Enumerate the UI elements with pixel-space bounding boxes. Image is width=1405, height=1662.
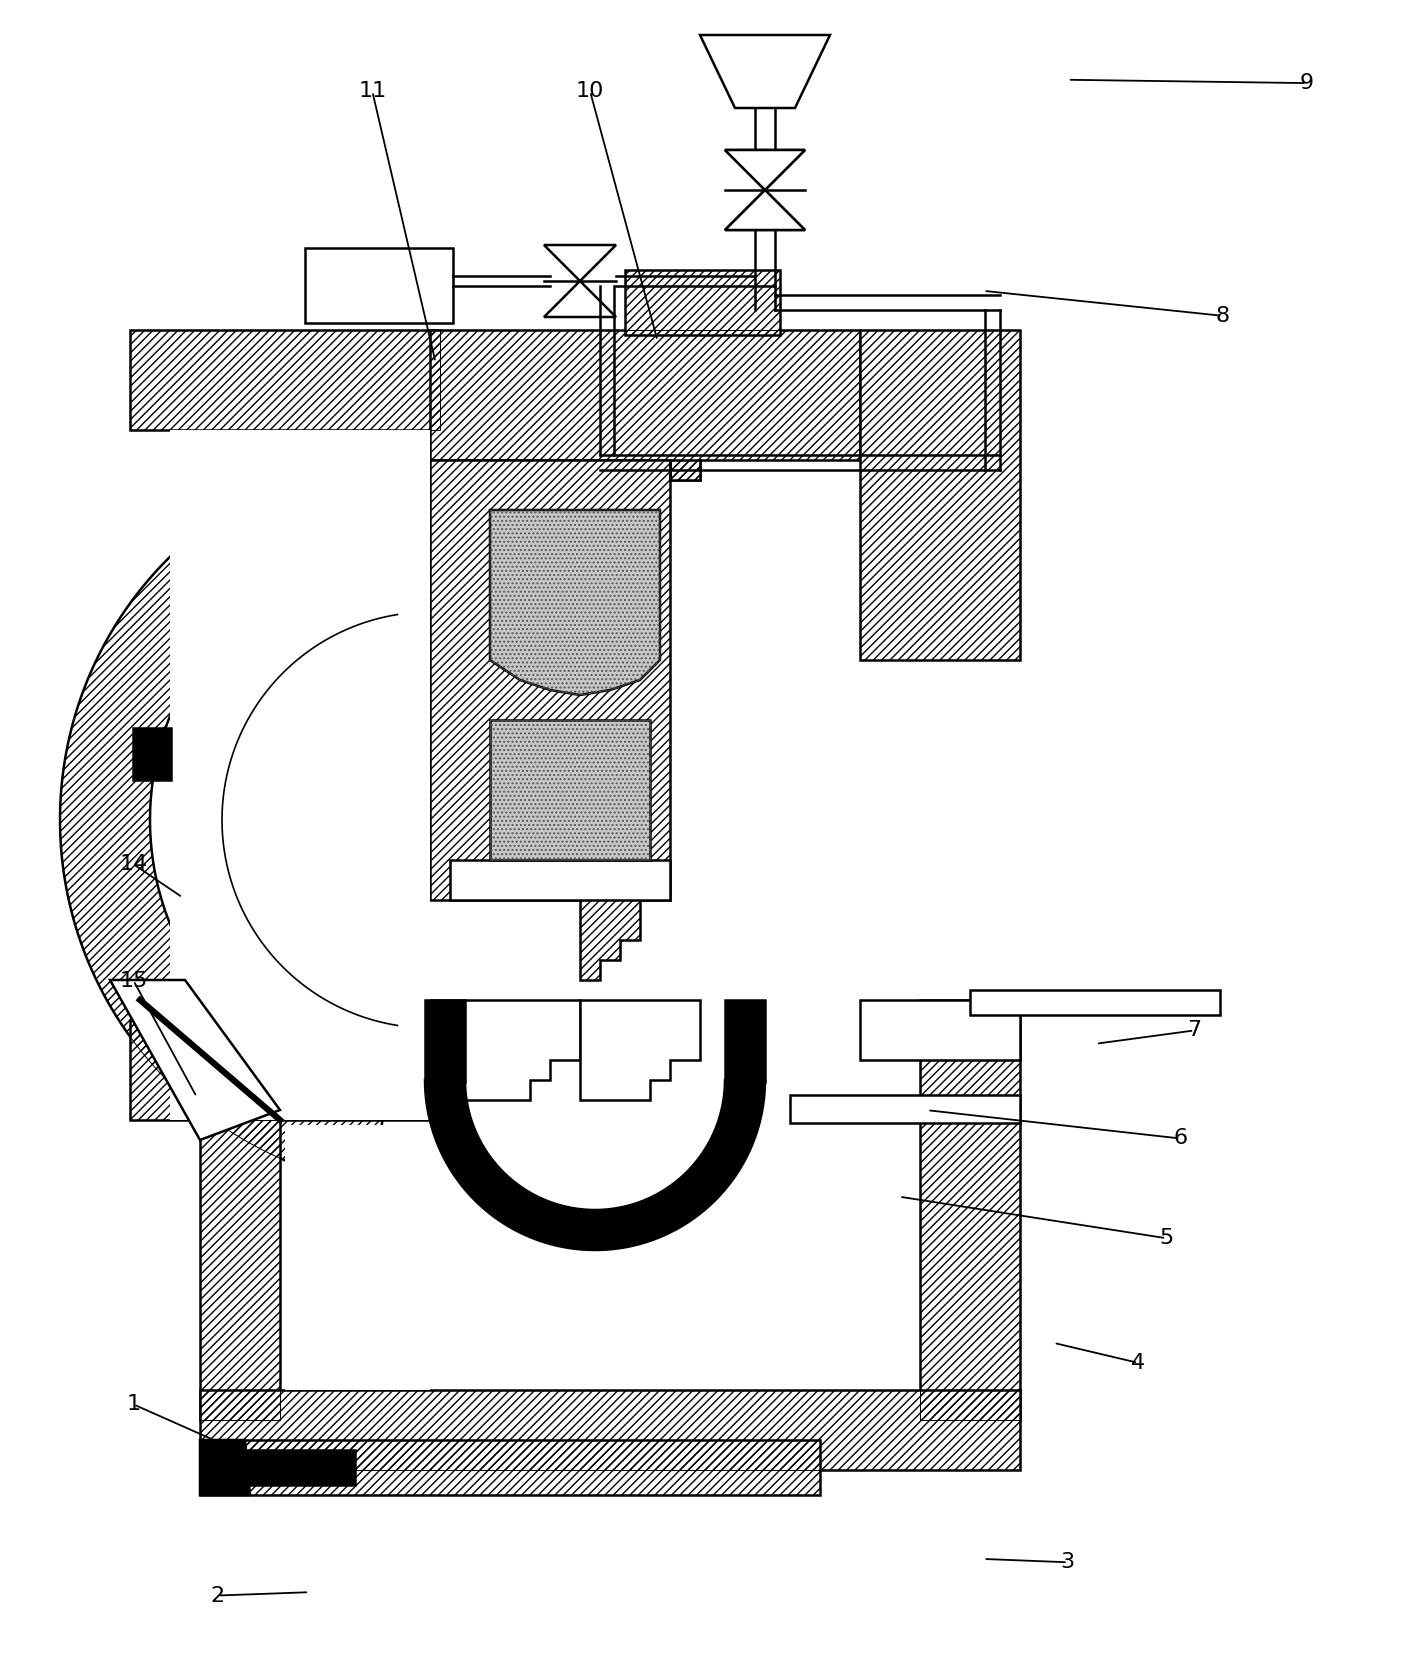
Text: 5: 5 [1159, 1228, 1173, 1248]
Text: 1: 1 [126, 1394, 140, 1414]
Text: 10: 10 [576, 81, 604, 101]
Polygon shape [725, 189, 805, 229]
Polygon shape [176, 565, 416, 1075]
Polygon shape [200, 1389, 1020, 1469]
Polygon shape [430, 460, 700, 981]
Polygon shape [860, 331, 1020, 660]
Polygon shape [969, 991, 1220, 1015]
Text: 4: 4 [1131, 1353, 1145, 1373]
Polygon shape [200, 1449, 355, 1486]
Polygon shape [305, 248, 452, 322]
Polygon shape [285, 1125, 430, 1389]
Polygon shape [725, 1001, 764, 1082]
Polygon shape [490, 720, 651, 859]
Polygon shape [430, 1001, 580, 1100]
Polygon shape [725, 150, 805, 189]
Text: 14: 14 [119, 854, 148, 874]
Polygon shape [544, 244, 615, 281]
Polygon shape [725, 150, 805, 189]
Text: 2: 2 [211, 1586, 225, 1605]
Polygon shape [131, 1020, 440, 1120]
Polygon shape [725, 189, 805, 229]
Polygon shape [580, 1001, 700, 1100]
Polygon shape [700, 35, 830, 108]
Polygon shape [60, 454, 386, 1185]
Polygon shape [790, 1095, 1020, 1124]
Polygon shape [625, 269, 780, 336]
Text: 6: 6 [1173, 1128, 1187, 1148]
Text: 7: 7 [1187, 1020, 1201, 1040]
Text: 15: 15 [119, 971, 148, 991]
Polygon shape [430, 331, 860, 480]
Polygon shape [920, 1001, 1020, 1419]
Polygon shape [110, 981, 280, 1140]
Text: 8: 8 [1215, 306, 1229, 326]
Text: 9: 9 [1300, 73, 1314, 93]
Polygon shape [424, 1080, 764, 1250]
Polygon shape [490, 510, 660, 695]
Text: 11: 11 [358, 81, 386, 101]
Text: 3: 3 [1061, 1552, 1075, 1572]
Polygon shape [133, 728, 171, 779]
Polygon shape [200, 1439, 821, 1496]
Polygon shape [200, 1439, 250, 1496]
Polygon shape [860, 1001, 1020, 1060]
Polygon shape [424, 1001, 465, 1082]
Polygon shape [200, 1001, 280, 1419]
Polygon shape [450, 859, 670, 901]
Polygon shape [131, 331, 440, 430]
Polygon shape [170, 430, 430, 1120]
Polygon shape [544, 281, 615, 317]
